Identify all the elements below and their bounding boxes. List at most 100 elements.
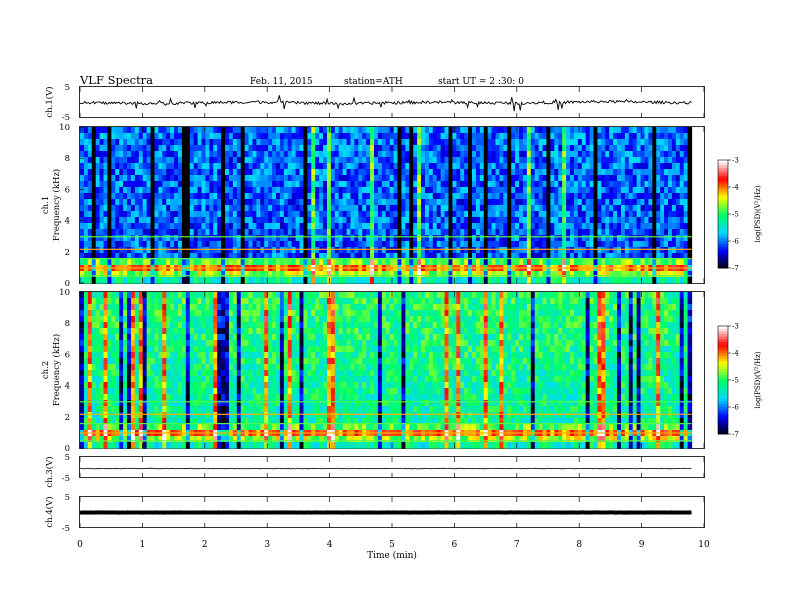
spectrogram-cell: [185, 193, 191, 200]
spectrogram-cell: [354, 247, 359, 254]
spectrogram-cell: [475, 322, 481, 329]
spectrogram-cell: [91, 187, 97, 194]
spectrogram-cell: [268, 193, 273, 200]
spectrogram-cell: [166, 145, 171, 152]
spectrogram-cell: [546, 235, 551, 242]
spectrogram-cell: [417, 223, 422, 230]
spectrogram-cell: [617, 241, 622, 248]
spectrogram-cell: [346, 298, 352, 305]
spectrogram-cell: [334, 277, 340, 284]
spectrogram-cell: [248, 253, 254, 260]
spectrogram-cell: [80, 151, 85, 158]
spectrogram-cell: [228, 145, 234, 152]
spectrogram-cell: [671, 133, 677, 140]
spectrogram-cell: [185, 217, 191, 224]
spectrogram-cell: [620, 277, 626, 284]
spectrogram-cell: [326, 139, 332, 146]
spectrogram-cell: [585, 247, 591, 254]
spectrogram-cell: [581, 223, 587, 230]
spectrogram-cell: [389, 271, 395, 278]
spectrogram-cell: [464, 187, 469, 194]
spectrogram-cell: [558, 127, 563, 134]
spectrogram-cell: [170, 127, 175, 134]
spectrogram-cell: [617, 169, 622, 176]
spectrogram-cell: [617, 304, 622, 311]
spectrogram-cell: [279, 241, 285, 248]
spectrogram-cell: [338, 133, 344, 140]
spectrogram-cell: [515, 316, 520, 323]
spectrogram-cell: [268, 133, 273, 140]
spectrogram-cell: [397, 205, 403, 212]
spectrogram-cell: [401, 133, 406, 140]
spectrogram-cell: [374, 235, 379, 242]
spectrogram-cell: [660, 133, 665, 140]
spectrogram-cell: [213, 292, 218, 299]
spectrogram-cell: [295, 322, 301, 329]
spectrogram-cell: [601, 304, 606, 311]
spectrogram-cell: [111, 316, 116, 323]
spectrogram-cell: [111, 229, 116, 236]
spectrogram-cell: [530, 229, 536, 236]
spectrogram-cell: [468, 292, 473, 299]
spectrogram-cell: [268, 175, 273, 182]
spectrogram-cell: [103, 199, 109, 206]
spectrogram-cell: [338, 139, 344, 146]
spectrogram-cell: [107, 193, 112, 200]
spectrogram-cell: [550, 199, 555, 206]
spectrogram-cell: [436, 229, 442, 236]
spectrogram-cell: [581, 292, 587, 299]
spectrogram-cell: [421, 169, 426, 176]
spectrogram-cell: [581, 304, 587, 311]
spectrogram-cell: [209, 310, 214, 317]
spectrogram-cell: [374, 157, 379, 164]
spectrogram-cell: [232, 169, 238, 176]
spectrogram-cell: [566, 229, 571, 236]
spectrogram-cell: [311, 241, 316, 248]
spectrogram-cell: [381, 157, 387, 164]
spectrogram-cell: [464, 205, 469, 212]
spectrogram-cell: [244, 133, 250, 140]
spectrogram-cell: [99, 133, 105, 140]
spectrogram-cell: [424, 310, 430, 317]
spectrogram-cell: [91, 169, 97, 176]
spectrogram-cell: [213, 199, 218, 206]
spectrogram-cell: [272, 169, 277, 176]
spectrogram-cell: [648, 205, 653, 212]
spectrogram-cell: [581, 193, 587, 200]
spectrogram-cell: [660, 277, 665, 284]
spectrogram-cell: [291, 247, 297, 254]
spectrogram-cell: [338, 310, 344, 317]
spectrogram-cell: [83, 247, 89, 254]
spectrogram-cell: [174, 298, 179, 305]
spectrogram-cell: [409, 304, 414, 311]
spectrogram-cell: [366, 145, 371, 152]
spectrogram-cell: [326, 304, 332, 311]
spectrogram-cell: [252, 205, 257, 212]
spectrogram-cell: [103, 139, 109, 146]
spectrogram-cell: [499, 181, 504, 188]
spectrogram-cell: [538, 157, 544, 164]
spectrogram-cell: [150, 241, 156, 248]
spectrogram-cell: [268, 253, 273, 260]
spectrogram-cell: [346, 145, 352, 152]
spectrogram-cell: [487, 157, 493, 164]
spectrogram-cell: [119, 223, 124, 230]
spectrogram-cell: [248, 235, 254, 242]
spectrogram-cell: [299, 163, 305, 170]
spectrogram-cell: [668, 145, 673, 152]
spectrogram-cell: [624, 322, 630, 329]
spectrogram-cell: [558, 304, 563, 311]
spectrogram-cell: [499, 145, 504, 152]
spectrogram-cell: [385, 292, 391, 299]
spectrogram-cell: [170, 151, 175, 158]
spectrogram-cell: [507, 193, 512, 200]
spectrogram-cell: [389, 169, 395, 176]
spectrogram-cell: [632, 145, 638, 152]
spectrogram-cell: [193, 271, 199, 278]
spectrogram-cell: [472, 181, 477, 188]
spectrogram-cell: [589, 163, 595, 170]
spectrogram-cell: [307, 277, 312, 284]
spectrogram-cell: [632, 316, 638, 323]
spectrogram-cell: [664, 259, 669, 266]
spectrogram-cell: [440, 187, 446, 194]
